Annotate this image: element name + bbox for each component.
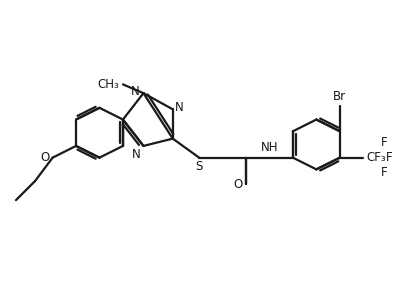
Text: O: O: [40, 151, 49, 164]
Text: Br: Br: [333, 90, 346, 104]
Text: NH: NH: [260, 141, 278, 154]
Text: N: N: [175, 101, 183, 114]
Text: F: F: [380, 136, 387, 150]
Text: CH₃: CH₃: [97, 78, 119, 91]
Text: N: N: [132, 148, 141, 161]
Text: O: O: [233, 178, 242, 190]
Text: F: F: [385, 151, 392, 164]
Text: S: S: [195, 160, 202, 173]
Text: CF₃: CF₃: [366, 151, 385, 164]
Text: N: N: [131, 85, 139, 98]
Text: F: F: [380, 166, 387, 179]
